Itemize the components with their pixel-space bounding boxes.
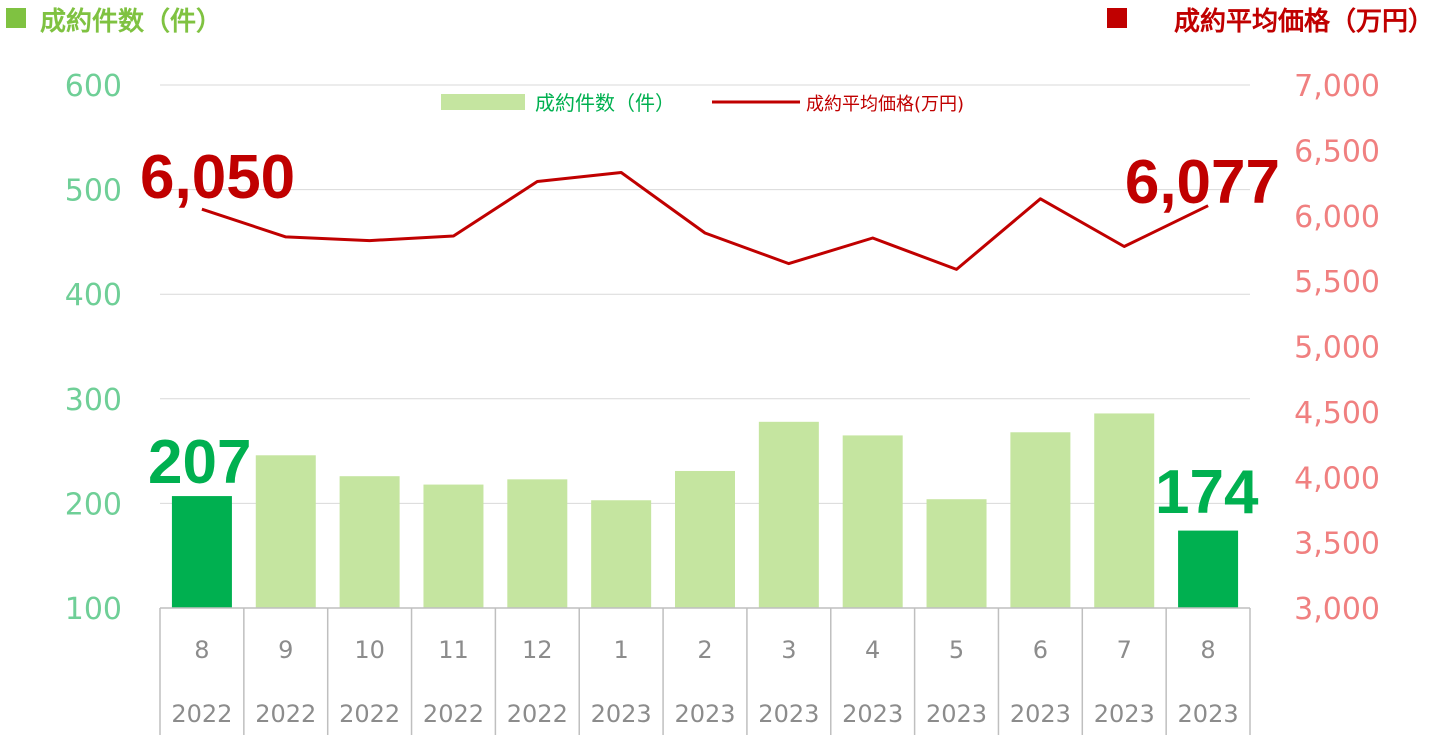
bar — [1010, 432, 1071, 608]
bar — [591, 500, 652, 608]
legend-bar-label: 成約件数（件） — [535, 91, 675, 115]
category-month-label: 5 — [949, 636, 964, 664]
right-axis-tick-label: 5,000 — [1294, 331, 1380, 366]
category-year-label: 2022 — [339, 700, 400, 728]
category-year-label: 2023 — [842, 700, 903, 728]
category-year-label: 2023 — [674, 700, 735, 728]
bar — [926, 499, 987, 608]
left-axis-tick-label: 400 — [65, 278, 122, 313]
category-year-label: 2023 — [1010, 700, 1071, 728]
bar — [255, 455, 316, 608]
category-year-label: 2022 — [423, 700, 484, 728]
bar — [171, 496, 232, 608]
bar — [842, 435, 903, 608]
bar-series — [171, 413, 1239, 608]
left-axis-tick-label: 100 — [65, 592, 122, 627]
left-axis: 100 200 300 400 500 600 — [65, 69, 122, 627]
bar — [1094, 413, 1155, 608]
right-title-marker — [1107, 8, 1127, 28]
price-line — [201, 171, 1209, 271]
category-month-label: 10 — [354, 636, 385, 664]
category-month-label: 11 — [438, 636, 469, 664]
left-axis-tick-label: 600 — [65, 69, 122, 104]
category-year-label: 2023 — [591, 700, 652, 728]
right-axis-tick-label: 5,500 — [1294, 265, 1380, 300]
left-axis-title: 成約件数（件） — [40, 6, 222, 37]
right-axis-tick-label: 4,000 — [1294, 461, 1380, 496]
category-month-label: 7 — [1117, 636, 1132, 664]
category-month-label: 3 — [781, 636, 796, 664]
left-axis-tick-label: 300 — [65, 383, 122, 418]
category-year-label: 2023 — [1094, 700, 1155, 728]
left-axis-tick-label: 200 — [65, 487, 122, 522]
category-month-label: 2 — [697, 636, 712, 664]
right-axis-tick-label: 7,000 — [1294, 69, 1380, 104]
category-month-label: 12 — [522, 636, 553, 664]
bar — [1178, 530, 1239, 608]
last-count-callout: 174 — [1155, 458, 1259, 527]
bar — [758, 421, 819, 608]
category-month-label: 6 — [1033, 636, 1048, 664]
right-axis-tick-label: 6,500 — [1294, 134, 1380, 169]
category-year-label: 2023 — [758, 700, 819, 728]
category-year-label: 2022 — [507, 700, 568, 728]
right-axis-tick-label: 3,500 — [1294, 527, 1380, 562]
legend-line-label: 成約平均価格(万円) — [806, 94, 964, 115]
category-month-label: 8 — [1200, 636, 1215, 664]
right-axis: 3,000 3,500 4,000 4,500 5,000 5,500 6,000 6,500… — [1294, 69, 1380, 627]
category-month-label: 4 — [865, 636, 880, 664]
bar — [423, 484, 484, 608]
legend: 成約件数（件） 成約平均価格(万円) — [441, 91, 964, 115]
category-month-label: 1 — [614, 636, 629, 664]
line-series — [201, 171, 1209, 271]
category-year-label: 2022 — [255, 700, 316, 728]
category-month-label: 9 — [278, 636, 293, 664]
gridlines — [160, 84, 1250, 504]
right-axis-tick-label: 4,500 — [1294, 396, 1380, 431]
category-month-label: 8 — [194, 636, 209, 664]
category-year-label: 2023 — [1178, 700, 1239, 728]
left-axis-tick-label: 500 — [65, 174, 122, 209]
left-title-marker — [6, 8, 26, 28]
category-year-label: 2022 — [171, 700, 232, 728]
right-axis-tick-label: 3,000 — [1294, 592, 1380, 627]
legend-bar-swatch — [441, 94, 525, 110]
right-axis-title: 成約平均価格（万円） — [1174, 6, 1434, 37]
category-axis-table: 8 2022 9 2022 10 2022 11 2022 12 2022 1 2023 2 2023 3 2… — [159, 607, 1251, 735]
bar — [507, 479, 568, 608]
last-price-callout: 6,077 — [1125, 148, 1280, 217]
first-count-callout: 207 — [148, 428, 251, 497]
first-price-callout: 6,050 — [140, 143, 295, 212]
category-year-label: 2023 — [926, 700, 987, 728]
right-axis-tick-label: 6,000 — [1294, 200, 1380, 235]
bar — [675, 470, 735, 608]
bar — [339, 476, 400, 608]
